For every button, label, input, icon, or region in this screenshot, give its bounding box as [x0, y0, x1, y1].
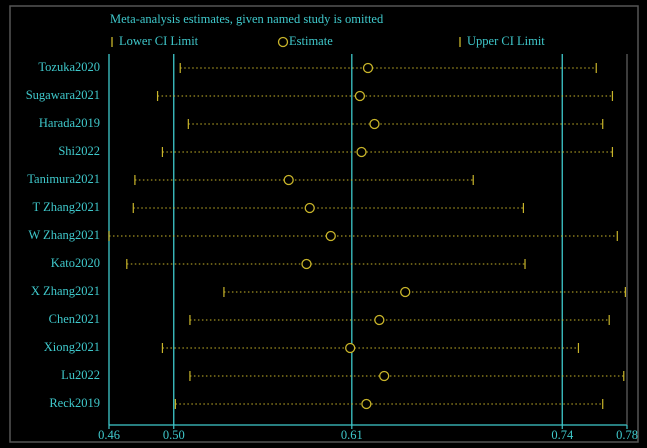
y-tick-label: Reck2019: [49, 396, 100, 410]
legend-label: Estimate: [289, 34, 333, 48]
y-tick-label: Sugawara2021: [26, 88, 100, 102]
legend-label: Upper CI Limit: [467, 34, 545, 48]
estimate: [369, 118, 380, 130]
x-tick-label: 0.61: [341, 428, 363, 442]
estimate: [362, 62, 374, 74]
estimate: [301, 258, 312, 270]
x-tick-label: 0.46: [98, 428, 120, 442]
estimate: [345, 342, 356, 354]
estimate: [361, 398, 372, 410]
y-tick-label: Tozuka2020: [38, 60, 100, 74]
estimate: [400, 286, 411, 298]
estimate: [374, 314, 385, 326]
estimate: [356, 146, 367, 158]
estimate: [283, 174, 294, 186]
x-tick-label: 0.74: [551, 428, 574, 442]
y-tick-label: T Zhang2021: [33, 200, 100, 214]
x-tick-label: 0.50: [163, 428, 185, 442]
y-tick-label: Lu2022: [61, 368, 100, 382]
y-tick-label: Kato2020: [51, 256, 100, 270]
y-tick-label: Xiong2021: [44, 340, 100, 354]
x-tick-label: 0.78: [616, 428, 638, 442]
y-tick-label: Shi2022: [58, 144, 100, 158]
chart-title: Meta-analysis estimates, given named stu…: [110, 12, 384, 26]
y-tick-label: W Zhang2021: [28, 228, 100, 242]
legend-marker: [277, 36, 289, 48]
y-tick-label: Harada2019: [39, 116, 100, 130]
y-tick-label: X Zhang2021: [31, 284, 100, 298]
estimate: [354, 90, 366, 102]
estimate: [325, 230, 336, 242]
y-tick-label: Tanimura2021: [27, 172, 100, 186]
estimate: [379, 370, 390, 382]
estimate: [304, 202, 315, 214]
legend-label: Lower CI Limit: [119, 34, 199, 48]
frame: [9, 5, 639, 443]
y-tick-label: Chen2021: [49, 312, 100, 326]
